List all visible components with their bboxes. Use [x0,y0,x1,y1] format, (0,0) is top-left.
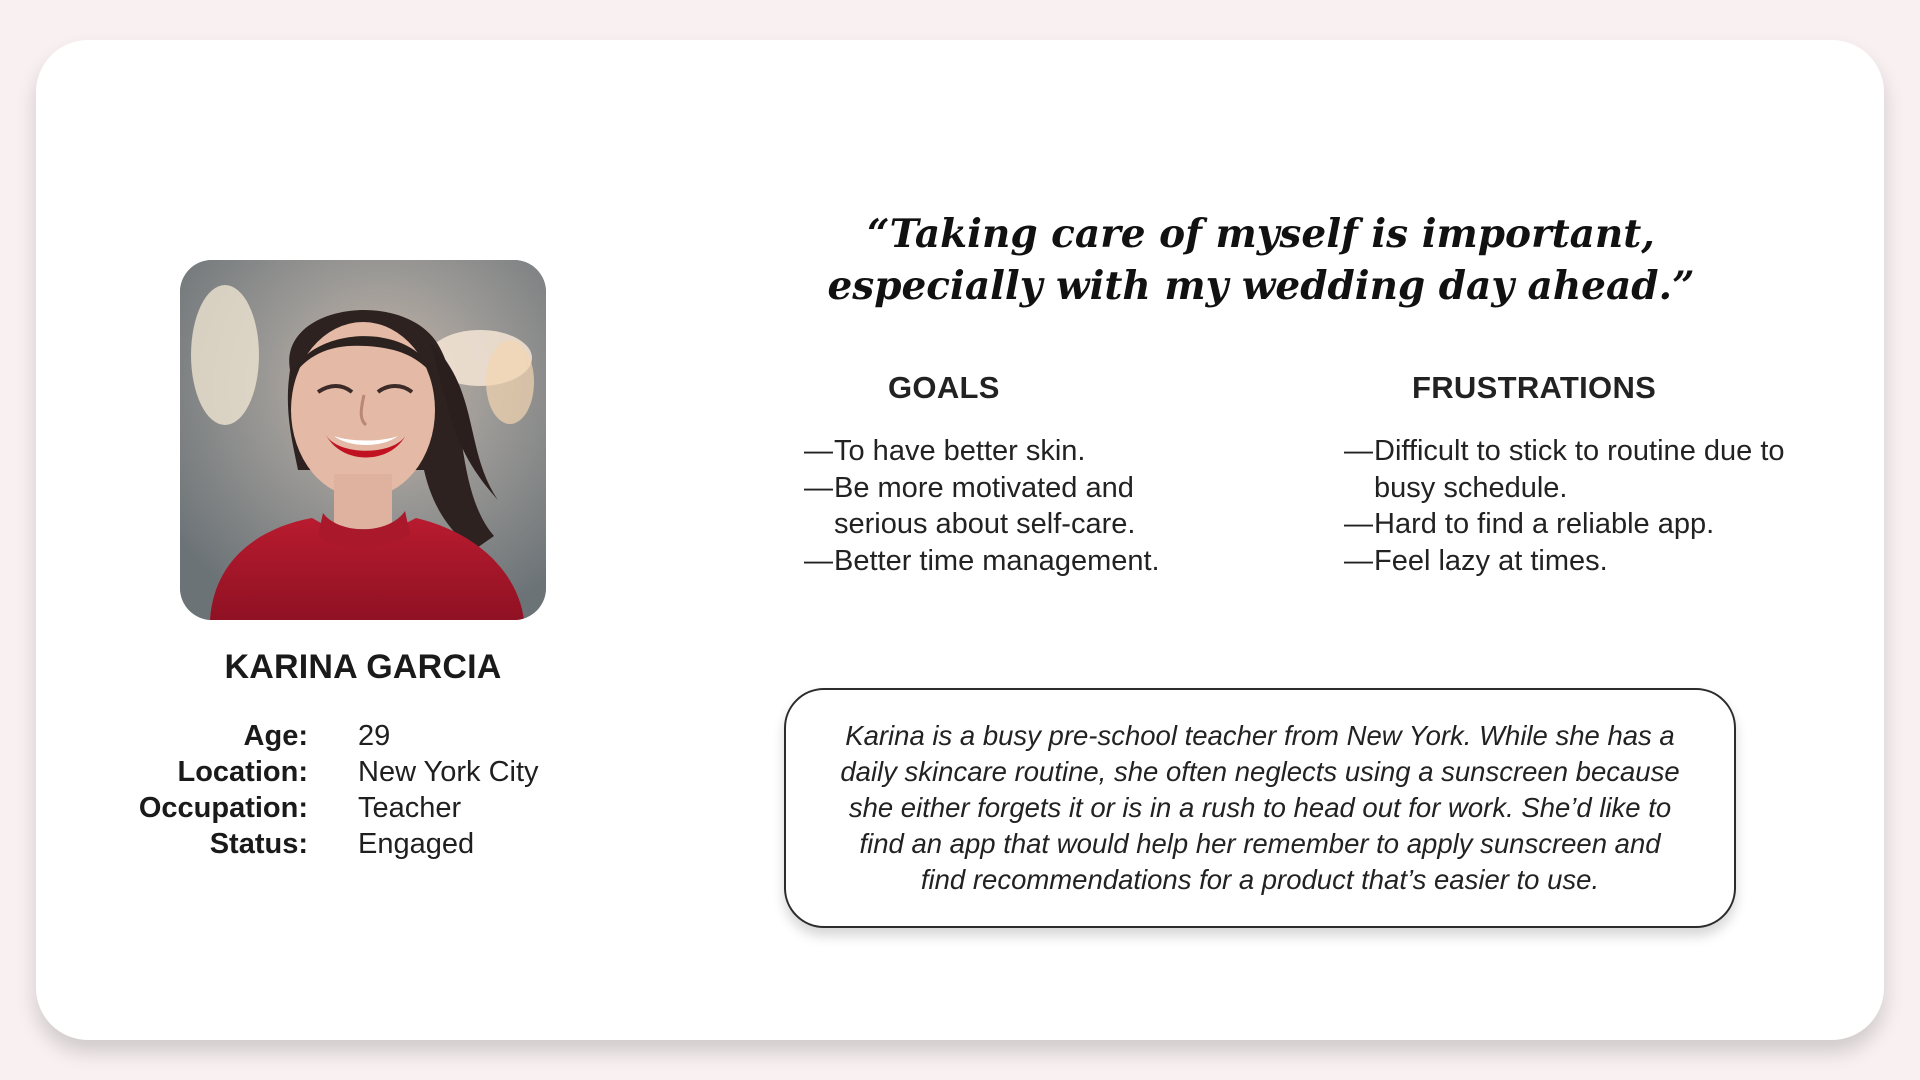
status-value: Engaged [358,828,475,860]
age-row: Age: 29 [116,718,636,754]
persona-photo [180,260,546,620]
occupation-row: Occupation: Teacher [116,790,636,826]
persona-quote: “Taking care of myself is important, esp… [827,211,1695,309]
frustration-text: Hard to find a reliable app. [1374,508,1715,540]
persona-summary-box: Karina is a busy pre-school teacher from… [784,688,1736,928]
dash-marker: — [804,544,833,577]
persona-details: Age: 29 Location: New York City Occupati… [116,718,636,862]
location-label: Location: [177,756,309,788]
frustration-text: Feel lazy at times. [1374,544,1608,577]
dash-marker: — [1344,544,1373,577]
occupation-label: Occupation: [138,792,308,824]
dash-marker: — [804,435,833,467]
status-label: Status: [209,828,308,860]
status-row: Status: Engaged [116,826,636,862]
frustrations-list: — Difficult to stick to routine due to b… [1344,433,1804,579]
frustration-item: — Feel lazy at times. [1344,543,1804,580]
dash-marker: — [804,471,833,504]
portrait-illustration [180,260,546,620]
persona-summary-text: Karina is a busy pre-school teacher from… [840,720,1680,895]
goal-text: Better time management. [834,544,1160,577]
goal-text: To have better skin. [834,435,1086,467]
frustration-item: — Hard to find a reliable app. [1344,506,1804,543]
persona-name: KARINA GARCIA [224,648,502,686]
goals-heading: GOALS [888,370,1000,405]
goal-item: — Better time management. [804,543,1224,580]
frustration-text: Difficult to stick to routine due to bus… [1374,435,1785,504]
frustrations-heading: FRUSTRATIONS [1412,370,1657,405]
location-row: Location: New York City [116,754,636,790]
persona-card: KARINA GARCIA Age: 29 Location: New York… [36,40,1884,1040]
goal-item: — To have better skin. [804,433,1224,470]
frustration-item: — Difficult to stick to routine due to b… [1344,433,1804,506]
goal-text: Be more motivated and serious about self… [834,471,1136,541]
goal-item: — Be more motivated and serious about se… [804,470,1224,543]
dash-marker: — [1344,508,1373,540]
location-value: New York City [358,756,539,788]
goals-list: — To have better skin. — Be more motivat… [804,433,1224,579]
age-label: Age: [243,720,308,752]
dash-marker: — [1344,435,1373,467]
age-value: 29 [358,720,391,752]
occupation-value: Teacher [358,792,462,824]
